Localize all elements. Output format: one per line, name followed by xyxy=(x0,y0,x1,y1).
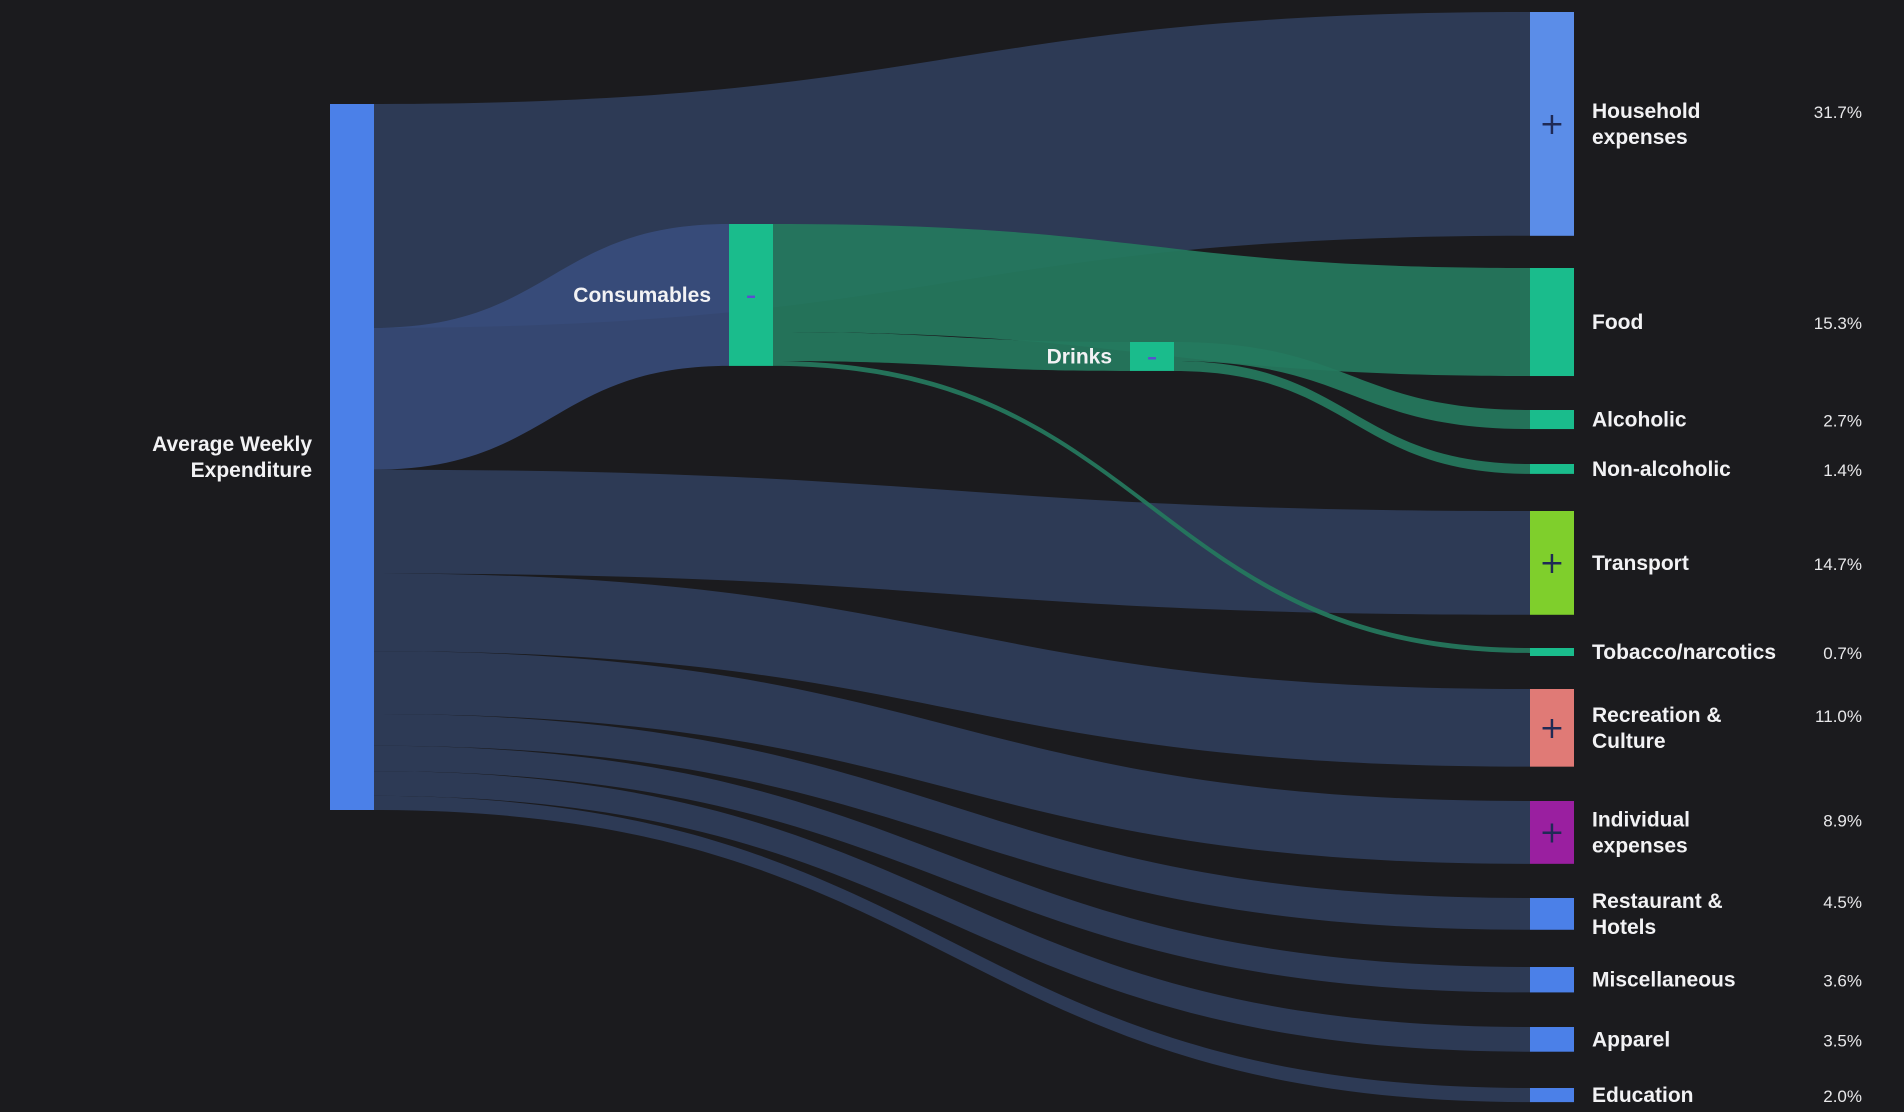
node-tobacco[interactable] xyxy=(1530,648,1574,656)
link-drinks-nonalcoholic[interactable] xyxy=(1174,361,1530,474)
link-root-recreation[interactable] xyxy=(374,573,1530,767)
label-household: Household expenses xyxy=(1592,100,1701,149)
expand-icon-transport[interactable]: + xyxy=(1539,546,1564,581)
label-education: Education xyxy=(1592,1084,1694,1107)
pct-education: 2.0% xyxy=(1823,1087,1862,1106)
expand-icon-recreation[interactable]: + xyxy=(1539,711,1564,746)
label-apparel: Apparel xyxy=(1592,1028,1670,1051)
link-root-transport[interactable] xyxy=(374,469,1530,615)
expand-icon-household[interactable]: + xyxy=(1539,107,1564,142)
label-transport: Transport xyxy=(1592,552,1689,575)
labels-layer: Average Weekly Expenditure Consumables Drin… xyxy=(152,100,1862,1107)
pct-restaurant: 4.5% xyxy=(1823,893,1862,912)
links-layer xyxy=(374,12,1530,1103)
node-drinks[interactable] xyxy=(1130,342,1174,371)
link-consumables-tobacco[interactable] xyxy=(773,360,1530,653)
pct-alcoholic: 2.7% xyxy=(1823,412,1862,431)
pct-recreation: 11.0% xyxy=(1815,707,1862,726)
label-restaurant: Restaurant & Hotels xyxy=(1592,890,1723,939)
link-root-education[interactable] xyxy=(374,795,1530,1103)
node-transport[interactable] xyxy=(1530,511,1574,615)
pct-misc: 3.6% xyxy=(1823,972,1862,991)
nodes-layer: - - + + + + xyxy=(330,12,1574,1103)
node-education[interactable] xyxy=(1530,1088,1574,1103)
pct-apparel: 3.5% xyxy=(1823,1031,1862,1050)
label-drinks: Drinks xyxy=(1047,345,1112,368)
node-misc[interactable] xyxy=(1530,967,1574,993)
label-tobacco: Tobacco/narcotics xyxy=(1592,641,1776,664)
node-apparel[interactable] xyxy=(1530,1027,1574,1052)
label-root: Average Weekly Expenditure xyxy=(152,433,312,482)
expand-icon-individual[interactable]: + xyxy=(1539,815,1564,850)
node-consumables[interactable] xyxy=(729,224,773,366)
link-root-restaurant[interactable] xyxy=(374,713,1530,930)
label-food: Food xyxy=(1592,311,1643,334)
link-consumables-drinks[interactable] xyxy=(773,332,1130,371)
collapse-icon-drinks[interactable]: - xyxy=(1147,339,1158,374)
node-food[interactable] xyxy=(1530,268,1574,377)
node-root[interactable] xyxy=(330,104,374,810)
link-root-individual[interactable] xyxy=(374,651,1530,864)
link-root-apparel[interactable] xyxy=(374,771,1530,1052)
collapse-icon-consumables[interactable]: - xyxy=(746,278,757,313)
pct-tobacco: 0.7% xyxy=(1823,644,1862,663)
node-alcoholic[interactable] xyxy=(1530,410,1574,430)
link-drinks-alcoholic[interactable] xyxy=(1174,342,1530,430)
pct-nonalcoholic: 1.4% xyxy=(1823,461,1862,480)
node-nonalcoholic[interactable] xyxy=(1530,464,1574,474)
link-consumables-food[interactable] xyxy=(773,224,1530,377)
label-consumables: Consumables xyxy=(573,284,711,307)
pct-individual: 8.9% xyxy=(1823,811,1862,830)
label-misc: Miscellaneous xyxy=(1592,969,1736,992)
label-alcoholic: Alcoholic xyxy=(1592,409,1687,432)
node-household[interactable] xyxy=(1530,12,1574,236)
label-nonalcoholic: Non-alcoholic xyxy=(1592,458,1731,481)
node-restaurant[interactable] xyxy=(1530,898,1574,930)
link-root-consumables[interactable] xyxy=(374,224,729,470)
link-root-misc[interactable] xyxy=(374,745,1530,993)
pct-household: 31.7% xyxy=(1814,103,1862,122)
node-individual[interactable] xyxy=(1530,801,1574,864)
pct-food: 15.3% xyxy=(1814,314,1862,333)
label-recreation: Recreation & Culture xyxy=(1592,704,1722,753)
node-recreation[interactable] xyxy=(1530,689,1574,767)
pct-transport: 14.7% xyxy=(1814,555,1862,574)
label-individual: Individual expenses xyxy=(1592,808,1690,857)
